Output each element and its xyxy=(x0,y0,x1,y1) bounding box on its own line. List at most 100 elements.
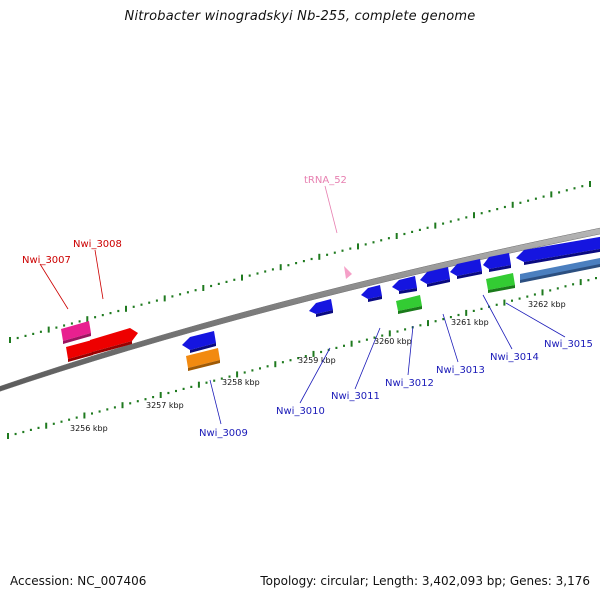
lower-tick xyxy=(159,392,162,398)
gene-nwi-3009[interactable] xyxy=(182,331,216,353)
chromosome-backbone xyxy=(0,227,600,392)
gene-nwi-3015-steel[interactable] xyxy=(520,257,600,283)
lower-tick xyxy=(511,299,513,302)
gene-nwi-3007[interactable] xyxy=(61,321,91,344)
upper-tick xyxy=(519,201,522,204)
lower-tick xyxy=(579,279,582,286)
upper-tick xyxy=(241,274,243,281)
upper-tick xyxy=(550,191,553,198)
gene-nwi-3013[interactable] xyxy=(420,267,450,287)
upper-tick xyxy=(442,222,445,225)
lower-tick xyxy=(595,277,597,280)
lower-tick xyxy=(449,316,452,319)
upper-tick xyxy=(279,264,282,271)
label-nwi-3008[interactable]: Nwi_3008 xyxy=(73,239,122,250)
upper-tick xyxy=(318,253,321,260)
label-nwi-3007[interactable]: Nwi_3007 xyxy=(22,255,71,266)
upper-tick xyxy=(140,303,143,306)
genome-summary-text: Topology: circular; Length: 3,402,093 bp… xyxy=(260,574,590,588)
upper-tick xyxy=(349,247,352,250)
upper-tick xyxy=(186,291,189,294)
upper-tick xyxy=(357,243,359,250)
upper-tick xyxy=(256,272,259,275)
genome-title: Nitrobacter winogradskyi Nb-255, complet… xyxy=(124,9,476,24)
label-nwi-3011[interactable]: Nwi_3011 xyxy=(331,391,380,402)
lower-tick xyxy=(106,408,109,411)
label-nwi-3012[interactable]: Nwi_3012 xyxy=(385,378,434,389)
lower-tick xyxy=(251,369,254,372)
upper-tick xyxy=(565,189,568,192)
label-nwi-3014[interactable]: Nwi_3014 xyxy=(490,352,539,363)
gene-nwi-3012[interactable] xyxy=(392,276,417,294)
lower-tick xyxy=(144,398,147,401)
lower-tick xyxy=(121,402,124,409)
lower-tick xyxy=(388,330,391,337)
lower-tick xyxy=(22,430,25,434)
lower-tick xyxy=(175,389,177,393)
lower-tick xyxy=(350,340,353,347)
lower-tick xyxy=(281,361,284,364)
lower-tick xyxy=(152,396,155,399)
upper-tick xyxy=(94,316,97,319)
lower-tick xyxy=(83,412,86,419)
gene-nwi-3011[interactable] xyxy=(361,285,382,302)
upper-tick-row xyxy=(9,181,591,343)
lower-tick xyxy=(495,303,498,306)
lower-tick xyxy=(113,406,116,409)
scale-label-3259: 3259 kbp xyxy=(298,356,336,365)
lower-tick xyxy=(533,293,536,296)
lower-tick xyxy=(68,418,71,421)
lower-tick xyxy=(236,371,239,378)
upper-tick xyxy=(341,249,344,252)
upper-tick xyxy=(163,295,166,302)
gene-labels: Nwi_3007 Nwi_3008 tRNA_52 Nwi_3009 Nwi_3… xyxy=(22,175,593,439)
gene-nwi-3012-green[interactable] xyxy=(396,295,422,314)
label-nwi-3010[interactable]: Nwi_3010 xyxy=(276,406,325,417)
upper-tick xyxy=(148,301,151,304)
lower-tick xyxy=(480,307,483,310)
lower-tick xyxy=(7,433,9,439)
lower-tick xyxy=(213,379,216,382)
scale-label-3257: 3257 kbp xyxy=(146,401,184,410)
lower-tick xyxy=(52,422,55,425)
scale-label-3260: 3260 kbp xyxy=(374,337,412,346)
upper-tick xyxy=(109,312,112,315)
gene-nwi-3014-b[interactable] xyxy=(483,253,511,272)
gene-nwi-3009-orange[interactable] xyxy=(186,348,220,371)
lower-tick xyxy=(427,320,429,327)
upper-tick xyxy=(16,336,19,340)
label-nwi-3013[interactable]: Nwi_3013 xyxy=(436,365,485,376)
upper-tick xyxy=(101,314,104,317)
lower-tick xyxy=(358,340,361,343)
gene-nwi-3010[interactable] xyxy=(309,299,333,317)
lower-tick xyxy=(228,375,231,378)
lower-tick xyxy=(60,420,63,423)
upper-tick xyxy=(310,257,313,261)
label-trna-52[interactable]: tRNA_52 xyxy=(304,175,347,186)
gene-trna-52[interactable] xyxy=(344,266,352,279)
upper-tick xyxy=(78,320,81,323)
upper-tick xyxy=(558,191,561,194)
upper-tick xyxy=(395,233,398,239)
upper-tick xyxy=(503,205,506,209)
label-nwi-3015[interactable]: Nwi_3015 xyxy=(544,339,593,350)
lower-tick xyxy=(259,367,261,370)
lower-tick xyxy=(320,350,323,354)
lower-tick xyxy=(457,313,460,317)
gene-nwi-3014[interactable] xyxy=(450,259,482,279)
upper-tick xyxy=(225,280,228,283)
gene-nwi-3008[interactable] xyxy=(66,328,138,362)
gene-nwi-3014-green[interactable] xyxy=(486,273,515,293)
lower-tick xyxy=(503,299,506,306)
lower-tick xyxy=(381,334,384,337)
lower-tick xyxy=(434,320,437,323)
upper-tick xyxy=(418,228,421,231)
gene-nwi-3015[interactable] xyxy=(516,236,600,265)
label-nwi-3009[interactable]: Nwi_3009 xyxy=(199,428,248,439)
upper-tick xyxy=(465,216,468,219)
lower-tick xyxy=(472,309,475,312)
lower-tick xyxy=(572,283,575,286)
upper-tick xyxy=(302,260,305,263)
lower-tick xyxy=(335,346,338,349)
upper-tick xyxy=(271,268,274,271)
